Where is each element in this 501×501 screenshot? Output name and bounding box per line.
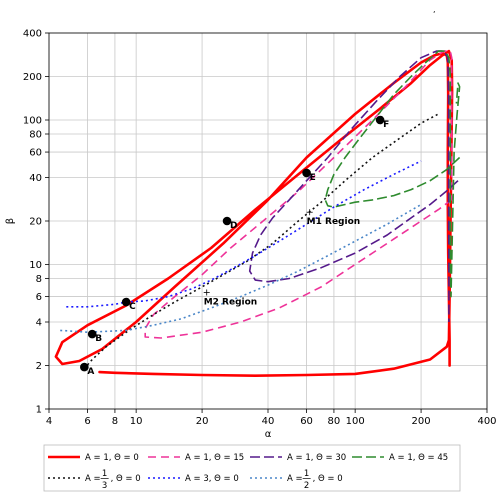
x-tick-label: 6: [84, 416, 90, 427]
y-tick-label: 20: [29, 217, 42, 228]
annotation-label-1: M1 Region: [307, 217, 361, 227]
x-tick-label: 8: [112, 416, 118, 427]
series-layer: [54, 49, 461, 377]
x-tick-label: 60: [300, 416, 313, 427]
y-tick-label: 60: [29, 148, 42, 159]
legend-label-7: , Θ = 0: [313, 474, 343, 484]
legend-label-2: A = 1, Θ = 15: [185, 453, 244, 463]
x-axis-label: α: [265, 429, 272, 440]
legend-label-6: A = 3, Θ = 0: [185, 474, 239, 484]
point-marker-b: [87, 329, 97, 339]
point-marker-e: [302, 168, 311, 178]
x-tick-label: 80: [328, 416, 341, 427]
legend-label-5: A =: [85, 474, 101, 484]
point-marker-f: [375, 115, 385, 125]
legend-label-5: , Θ = 0: [111, 474, 141, 484]
x-tick-label: 40: [262, 416, 275, 427]
y-tick-label: 40: [29, 173, 42, 184]
point-marker-c: [121, 297, 131, 307]
y-tick-label: 8: [36, 274, 42, 285]
annotation-label-2: M2 Region: [204, 298, 258, 308]
y-tick-label: 400: [23, 29, 42, 40]
y-tick-label: 10: [29, 260, 42, 271]
legend-box: [43, 444, 461, 492]
legend-fraction-num: 1: [304, 469, 309, 479]
x-tick-label: 20: [196, 416, 209, 427]
y-tick-label: 4: [36, 318, 42, 329]
series-line-7: [60, 203, 422, 333]
legend-fraction-den: 2: [304, 481, 309, 491]
point-label-e: E: [310, 173, 316, 183]
point-label-c: C: [129, 302, 136, 312]
corner-mark: ,: [433, 5, 436, 14]
y-tick-label: 80: [29, 130, 42, 141]
series-line-3: [248, 50, 459, 322]
y-tick-label: 1: [36, 405, 42, 416]
x-tick-label: 10: [130, 416, 143, 427]
grid: [48, 32, 488, 410]
series-line-4: [324, 50, 461, 298]
legend-label-7: A =: [287, 474, 303, 484]
x-tick-label: 100: [346, 416, 365, 427]
y-tick-label: 200: [23, 72, 42, 83]
x-tick-label: 4: [46, 416, 52, 427]
point-label-b: B: [95, 334, 102, 344]
plot-area: A B C D E F M1 Region M2 Region: [54, 49, 461, 377]
y-axis-label: β: [5, 218, 16, 224]
series-line-5: [83, 113, 439, 370]
point-marker-a: [80, 362, 89, 372]
legend-fraction-num: 1: [102, 469, 107, 479]
y-axis: 1 2 4 6 8 10 20 40 60 80 100 200 400: [23, 29, 49, 416]
x-tick-label: 200: [412, 416, 431, 427]
y-tick-label: 2: [36, 361, 42, 372]
y-tick-label: 6: [36, 292, 42, 303]
point-label-f: F: [383, 120, 389, 130]
legend-label-3: A = 1, Θ = 30: [287, 453, 346, 463]
series-line-1: [54, 49, 454, 377]
point-marker-d: [222, 216, 232, 226]
point-label-d: D: [230, 221, 237, 231]
marker-layer: A B C D E F M1 Region M2 Region: [80, 115, 389, 377]
legend-label-4: A = 1, Θ = 45: [389, 453, 448, 463]
legend-fraction-den: 3: [102, 481, 107, 491]
legend-label-1: A = 1, Θ = 0: [85, 453, 139, 463]
x-tick-label: 400: [477, 416, 496, 427]
y-tick-label: 100: [23, 115, 42, 126]
x-axis: 4 6 8 10 20 40 60 80 100 200 400: [46, 409, 497, 427]
point-label-a: A: [87, 367, 94, 377]
series-line-6: [66, 160, 422, 308]
series-line-2: [144, 50, 453, 339]
